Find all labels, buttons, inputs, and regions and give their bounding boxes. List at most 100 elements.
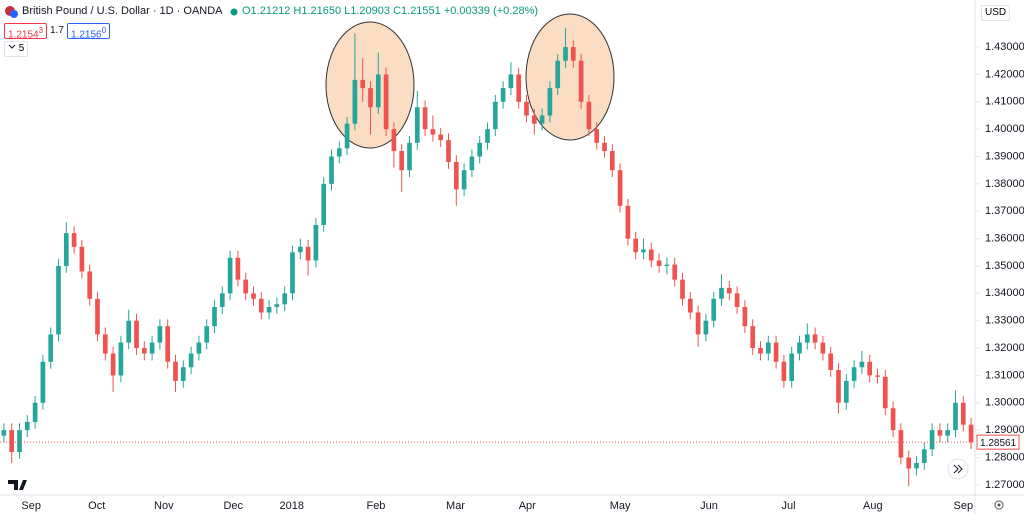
candle-body: [243, 279, 249, 294]
candle-body: [773, 342, 779, 362]
candle-body: [914, 462, 919, 469]
candle-body: [687, 298, 693, 313]
sell-digit: 3: [38, 26, 44, 35]
buy-price: 1.2156: [71, 29, 102, 41]
buy-digit: 0: [101, 26, 107, 35]
sell-button[interactable]: 1.21543: [4, 23, 48, 41]
candle-body: [960, 402, 966, 425]
tradingview-logo: [8, 480, 27, 490]
candle-body: [968, 424, 974, 443]
candle-body: [828, 353, 834, 370]
candle-body: [305, 246, 311, 261]
candle-body: [118, 342, 124, 376]
candle-body: [102, 334, 108, 354]
candle-body: [204, 326, 210, 343]
candle-body: [734, 293, 740, 308]
candle-body: [461, 170, 467, 190]
candle-body: [641, 249, 646, 253]
x-tick-label: Sep: [954, 500, 974, 512]
y-tick-label: 1.39000: [985, 150, 1024, 162]
candle-body: [157, 326, 163, 343]
candle-body: [617, 170, 623, 206]
candle-body: [882, 376, 888, 409]
y-tick-label: 1.35000: [985, 260, 1024, 272]
x-tick-label: Apr: [519, 500, 536, 512]
candle-body: [313, 224, 319, 261]
candle-body: [609, 151, 615, 171]
candle-body: [820, 342, 826, 354]
candle-body: [24, 421, 30, 431]
candle-body: [797, 342, 802, 354]
y-tick-label: 1.34000: [985, 287, 1024, 299]
indicators-toggle[interactable]: 5: [4, 41, 29, 57]
y-tick-label: 1.33000: [985, 315, 1024, 327]
candle-body: [625, 205, 631, 239]
candle-body: [929, 430, 935, 450]
candle-body: [812, 334, 818, 343]
candle-body: [672, 264, 678, 280]
candle-body: [321, 183, 327, 225]
candle-body: [438, 134, 444, 141]
candle-body: [219, 293, 225, 308]
candle-body: [227, 257, 233, 294]
candle-body: [212, 307, 217, 327]
y-tick-label: 1.41000: [985, 96, 1024, 108]
annotation-circle: [525, 13, 615, 141]
candle-body: [867, 361, 873, 376]
candle-body: [703, 320, 709, 335]
sell-price: 1.2154: [8, 29, 39, 41]
candle-body: [56, 265, 61, 335]
candle-body: [711, 298, 717, 321]
candle-body: [79, 246, 85, 272]
candle-body: [63, 233, 69, 266]
candle-body: [843, 380, 849, 403]
symbol-icon: [5, 6, 18, 18]
y-tick-label: 1.30000: [985, 397, 1024, 409]
candle-body: [414, 107, 420, 143]
candle-body: [906, 457, 912, 469]
candle-body: [555, 60, 561, 89]
candle-body: [836, 369, 841, 403]
candle-body: [750, 326, 756, 349]
candle-body: [594, 129, 600, 143]
candle-body: [469, 156, 475, 171]
y-tick-label: 1.29000: [985, 424, 1024, 436]
candle-body: [656, 260, 662, 266]
x-tick-label: Aug: [863, 500, 883, 512]
candle-body: [40, 361, 46, 403]
ohlc-values: O1.21212 H1.21650 L1.20903 C1.21551 +0.0…: [242, 5, 539, 17]
candle-body: [945, 430, 951, 436]
last-price-tag: [976, 434, 1020, 450]
candle-body: [804, 334, 810, 343]
candle-body: [48, 334, 54, 362]
settings-button[interactable]: [994, 500, 1004, 510]
y-tick-label: 1.42000: [985, 68, 1024, 80]
candle-body: [937, 430, 943, 436]
candle-body: [141, 348, 147, 354]
candle-body: [500, 88, 506, 102]
candle-body: [407, 142, 412, 171]
candle-body: [648, 249, 654, 261]
x-tick-label: Mar: [446, 500, 465, 512]
candle-body: [329, 156, 334, 184]
candle-body: [664, 264, 670, 266]
candle-body: [399, 151, 405, 171]
buy-button[interactable]: 1.21560: [67, 23, 111, 41]
candle-body: [71, 233, 77, 247]
y-tick-label: 1.28000: [985, 451, 1024, 463]
candle-body: [547, 88, 553, 116]
currency-button[interactable]: USD: [981, 5, 1011, 21]
y-tick-label: 1.43000: [985, 41, 1024, 53]
candle-body: [344, 123, 350, 149]
candle-body: [602, 142, 607, 152]
scroll-button[interactable]: [947, 458, 969, 480]
candle-body: [375, 74, 381, 108]
candle-body: [578, 60, 584, 102]
candle-body: [758, 348, 763, 354]
candle-body: [539, 115, 545, 124]
candle-body: [110, 353, 116, 376]
candle-body: [446, 140, 451, 162]
symbol-title[interactable]: British Pound / U.S. Dollar · 1D · OANDA: [22, 5, 223, 17]
